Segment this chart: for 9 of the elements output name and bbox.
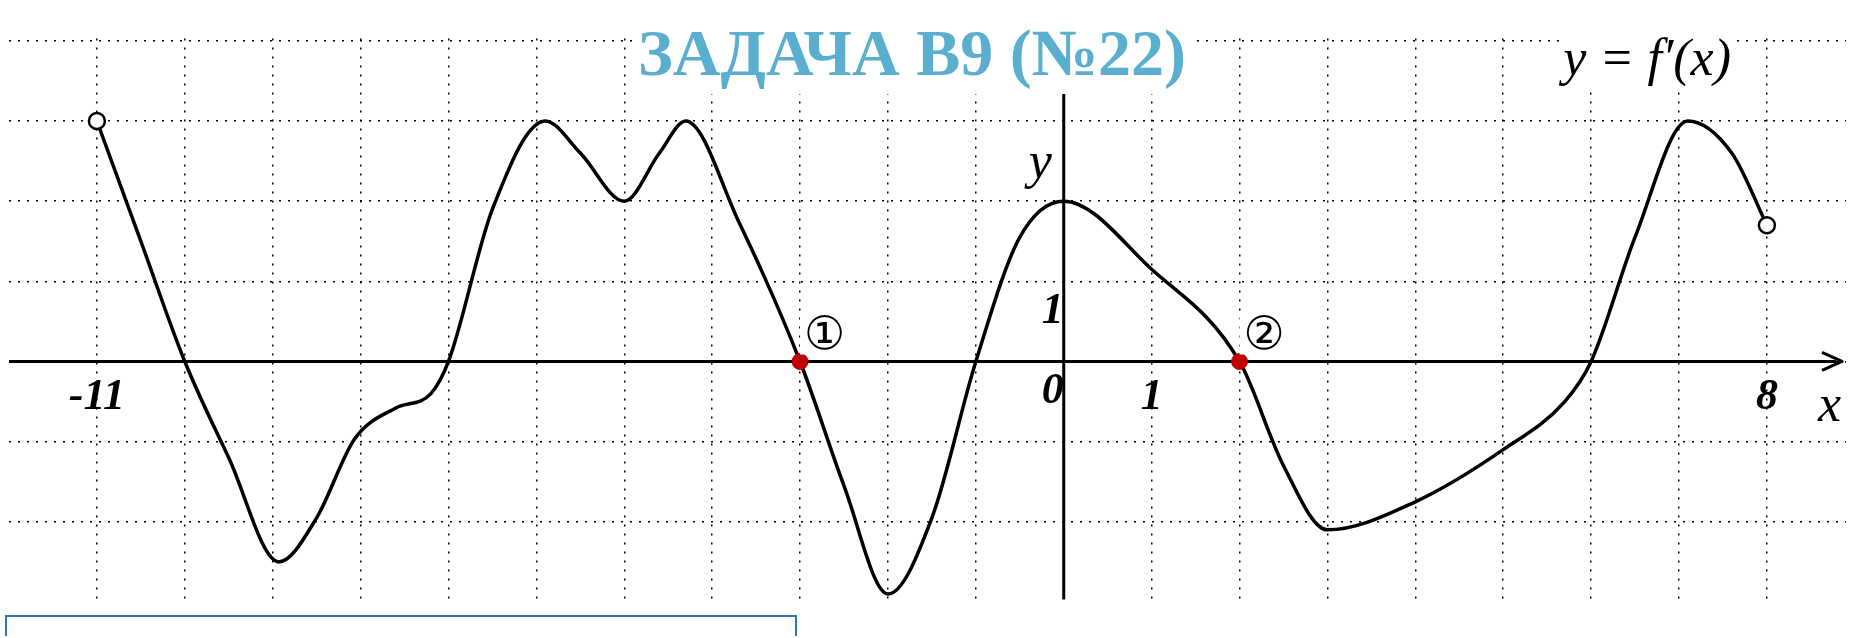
chart-title: ЗАДАЧА В9 (№22) <box>638 16 1186 90</box>
y-axis-title: y <box>1023 132 1053 190</box>
x-tick-label: 8 <box>1755 370 1778 420</box>
x-tick-label: -11 <box>68 370 126 420</box>
x-axis-title: x <box>1816 375 1841 433</box>
x-tick-label: 1 <box>1140 370 1163 420</box>
annotation: y = f′(x) <box>1558 29 1731 87</box>
annotation: ① <box>804 306 846 361</box>
annotation: ② <box>1243 306 1285 361</box>
